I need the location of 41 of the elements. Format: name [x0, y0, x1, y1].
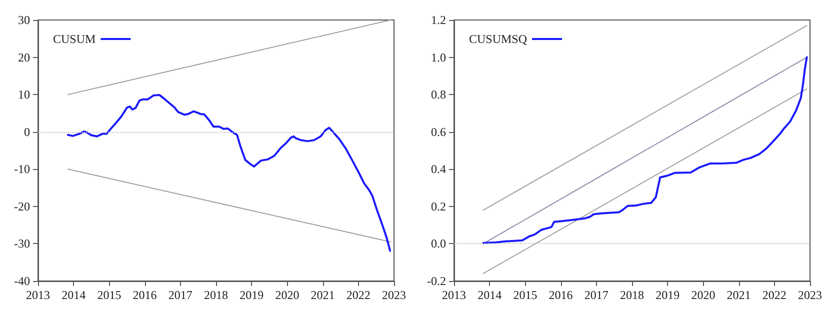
y-tick-label: 1.2	[431, 13, 446, 27]
x-tick-label: 2015	[513, 288, 538, 302]
y-tick-label: -10	[14, 162, 30, 176]
y-tick-label: -30	[14, 236, 30, 251]
x-tick-label: 2022	[762, 288, 786, 302]
y-tick-label: 1.0	[431, 50, 446, 64]
y-tick-label: 0.4	[431, 162, 446, 176]
x-tick-label: 2016	[132, 288, 157, 302]
x-tick-label: 2023	[798, 288, 822, 302]
y-tick-label: -20	[14, 199, 30, 214]
x-tick-label: 2021	[726, 288, 751, 302]
x-tick-label: 2015	[97, 288, 122, 302]
y-tick-label: -0.2	[427, 274, 446, 288]
y-tick-label: 0.6	[431, 124, 446, 139]
y-tick-label: -40	[14, 274, 30, 288]
x-tick-label: 2022	[346, 288, 370, 302]
x-tick-label: 2017	[168, 288, 192, 302]
legend-label: CUSUMSQ	[468, 32, 528, 46]
y-tick-label: 10	[18, 88, 30, 102]
y-tick-label: 0.2	[431, 199, 446, 214]
x-tick-label: 2017	[584, 288, 608, 302]
x-tick-label: 2014	[62, 288, 86, 302]
x-tick-label: 2013	[26, 288, 50, 302]
line-series	[66, 94, 392, 252]
x-tick-label: 2020	[691, 288, 716, 302]
x-tick-label: 2018	[620, 288, 644, 302]
y-tick-label: 30	[18, 13, 30, 27]
y-tick-label: 0	[24, 124, 30, 139]
x-tick-label: 2019	[656, 288, 680, 302]
x-tick-label: 2013	[442, 288, 466, 302]
x-tick-label: 2016	[548, 288, 573, 302]
legend-label: CUSUM	[52, 32, 96, 46]
x-tick-label: 2023	[382, 288, 406, 302]
x-tick-label: 2019	[240, 288, 264, 302]
x-tick-label: 2021	[310, 288, 335, 302]
y-tick-label: 20	[18, 50, 30, 64]
y-tick-label: 0.0	[431, 236, 446, 251]
x-tick-label: 2020	[275, 288, 300, 302]
y-tick-label: 0.8	[431, 88, 446, 102]
x-tick-label: 2014	[478, 288, 502, 302]
x-tick-label: 2018	[204, 288, 228, 302]
